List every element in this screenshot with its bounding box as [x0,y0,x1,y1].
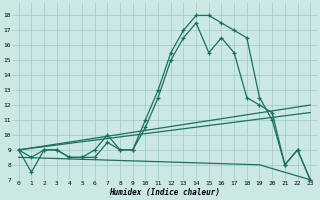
X-axis label: Humidex (Indice chaleur): Humidex (Indice chaleur) [109,188,220,197]
